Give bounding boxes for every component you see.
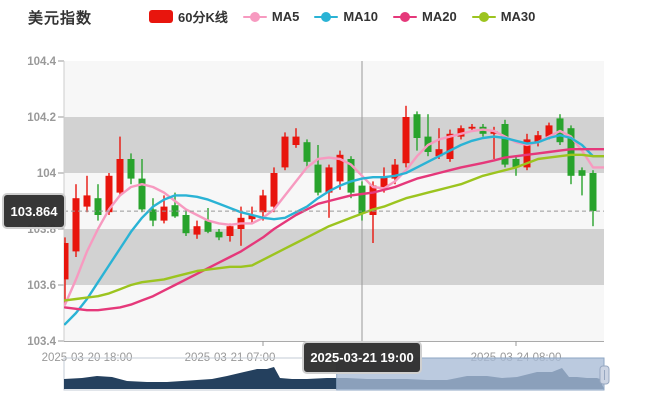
candle-up	[292, 136, 300, 145]
candle-down	[501, 124, 509, 165]
candle-down	[127, 159, 135, 179]
candle-up	[325, 167, 333, 193]
legend-item-ma30[interactable]: MA30	[471, 9, 536, 24]
y-axis-label: 103.6	[27, 280, 56, 292]
candle-down	[171, 205, 179, 217]
candle-up	[116, 159, 124, 193]
navigator[interactable]	[63, 357, 610, 391]
candle-down	[94, 198, 102, 215]
legend-item-label: 60分K线	[178, 10, 228, 25]
crosshair-time-tooltip: 2025-03-21 19:00	[302, 341, 422, 374]
candle-up	[369, 185, 377, 215]
candle-up	[446, 133, 454, 159]
candle-up	[105, 175, 113, 213]
candle-up	[281, 136, 289, 168]
y-axis-label: 104.4	[27, 56, 56, 68]
candle-down	[138, 178, 146, 210]
legend-item-label: MA30	[500, 9, 536, 24]
candle-down	[358, 185, 366, 214]
ma10-legend-icon	[314, 11, 339, 23]
ma5-legend-icon	[242, 11, 267, 23]
candle-down	[303, 142, 311, 162]
candle-up	[523, 139, 531, 168]
legend-item-ma5[interactable]: MA5	[242, 9, 300, 24]
ma30-legend-icon	[471, 11, 496, 23]
legend-item-label: MA20	[422, 9, 457, 24]
kline-legend-icon	[149, 10, 173, 23]
candle-down	[182, 215, 190, 234]
candle-up	[534, 135, 542, 143]
legend-item-ma20[interactable]: MA20	[393, 9, 457, 24]
candle-down	[314, 164, 322, 193]
candle-down	[215, 231, 223, 238]
candle-down	[149, 209, 157, 221]
candle-up	[490, 131, 498, 134]
candle-up	[468, 126, 476, 129]
candle-up	[83, 195, 91, 207]
legend-item-60k[interactable]: 60分K线	[149, 7, 228, 26]
candle-down	[578, 170, 586, 176]
candle-up	[545, 125, 553, 137]
candle-up	[193, 226, 201, 235]
page-title: 美元指数	[28, 10, 93, 27]
crosshair-price-tooltip: 103.864	[2, 193, 66, 230]
chart-header: 美元指数 60分K线 MA5 MA10 MA20 MA30	[0, 0, 670, 30]
candle-up	[259, 195, 267, 213]
legend-item-ma10[interactable]: MA10	[314, 9, 378, 24]
legend: 60分K线 MA5 MA10 MA20 MA30	[149, 7, 535, 26]
candle-up	[248, 215, 256, 220]
candle-up	[336, 154, 344, 182]
y-axis-label: 103.4	[27, 336, 56, 348]
candle-up	[380, 177, 388, 187]
candle-up	[391, 164, 399, 179]
candle-up	[160, 206, 168, 221]
candle-up	[270, 173, 278, 207]
candle-down	[589, 173, 597, 212]
candle-down	[413, 114, 421, 138]
ma30-line	[64, 153, 604, 302]
candle-up	[435, 149, 443, 157]
ma20-legend-icon	[393, 11, 417, 23]
y-axis-label: 104.2	[27, 112, 56, 124]
candle-up	[457, 128, 465, 137]
candle-down	[204, 220, 212, 232]
candle-up	[72, 198, 80, 252]
candle-down	[512, 159, 520, 168]
candle-up	[226, 226, 234, 236]
candle-up	[402, 117, 410, 164]
legend-item-label: MA10	[343, 9, 378, 24]
candle-up	[64, 243, 69, 280]
ma10-line	[64, 133, 604, 326]
candle-down	[347, 159, 355, 193]
ma20-line	[64, 147, 604, 312]
y-axis-label: 104	[37, 168, 57, 180]
legend-item-label: MA5	[271, 9, 300, 24]
candle-down	[567, 128, 575, 176]
